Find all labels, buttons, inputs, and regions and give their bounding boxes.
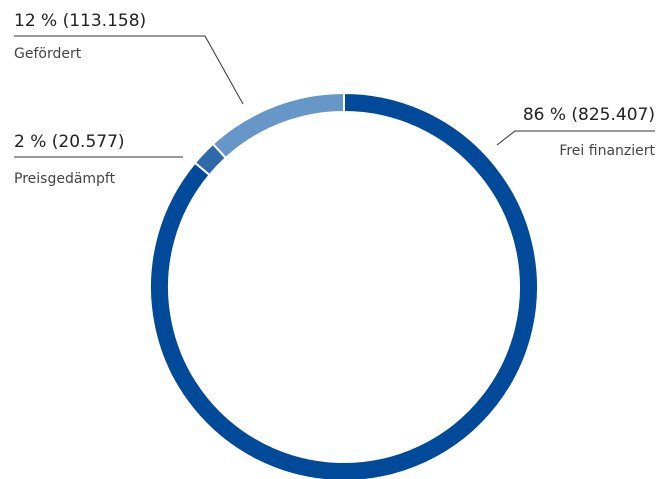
slice-name-label: Frei finanziert (559, 143, 655, 159)
slice-name-label: Preisgedämpft (14, 171, 116, 187)
leader-line (496, 130, 655, 146)
donut-slices (149, 91, 539, 479)
leader-line (14, 35, 244, 105)
label-frei-finanziert: 86 % (825.407) Frei finanziert (496, 105, 655, 159)
slice-value-label: 12 % (113.158) (14, 11, 146, 31)
slice-value-label: 2 % (20.577) (14, 132, 125, 152)
donut-slice-2 (211, 91, 345, 160)
label-gefoerdert: 12 % (113.158) Gefördert (14, 11, 244, 105)
donut-slice-0 (149, 91, 539, 479)
label-preisgedaempft: 2 % (20.577) Preisgedämpft (14, 132, 183, 187)
slice-value-label: 86 % (825.407) (523, 105, 655, 125)
slice-name-label: Gefördert (14, 46, 82, 62)
